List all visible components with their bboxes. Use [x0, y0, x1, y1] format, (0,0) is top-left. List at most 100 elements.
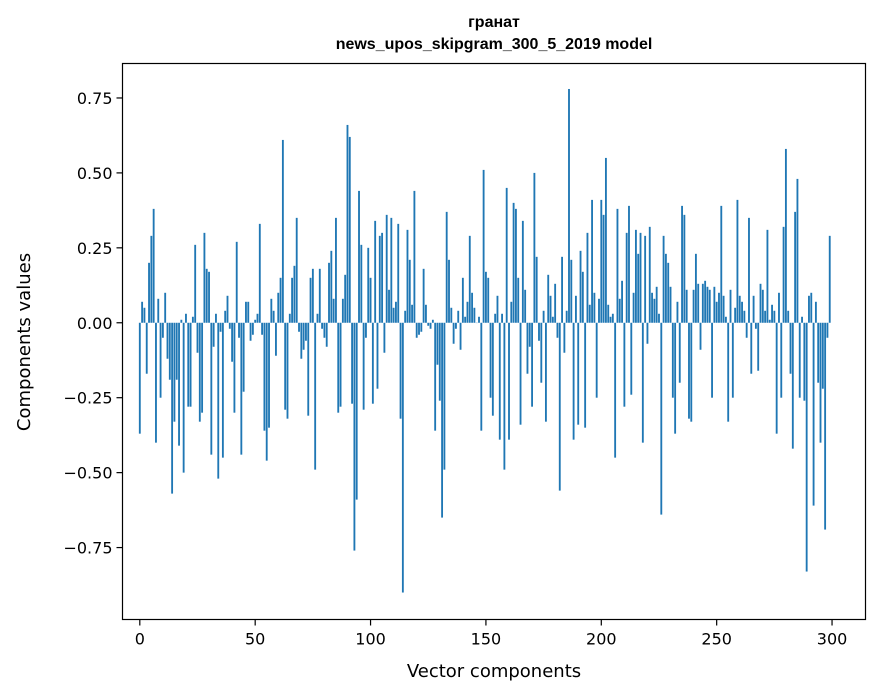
- bar: [623, 322, 626, 407]
- bar: [210, 322, 213, 455]
- bar: [461, 277, 464, 323]
- bar: [768, 319, 771, 323]
- bar: [547, 274, 550, 323]
- bar: [168, 322, 171, 380]
- bar: [311, 268, 314, 323]
- bar: [764, 310, 767, 323]
- bar: [521, 220, 524, 323]
- bar: [646, 322, 649, 344]
- bar: [411, 304, 414, 323]
- bar: [607, 304, 610, 323]
- bar: [395, 301, 397, 323]
- bar: [489, 322, 492, 398]
- bar: [265, 322, 268, 461]
- bar: [392, 307, 395, 323]
- bar: [219, 322, 222, 332]
- bar: [431, 319, 434, 323]
- bar: [593, 292, 596, 323]
- bar: [434, 322, 437, 431]
- bar: [418, 322, 420, 335]
- bar: [494, 313, 497, 323]
- bar: [247, 301, 250, 323]
- bar: [318, 268, 321, 323]
- bar: [185, 313, 187, 323]
- bar: [503, 322, 506, 470]
- bar: [466, 301, 469, 323]
- bar: [637, 253, 640, 323]
- bar: [694, 253, 697, 323]
- bar: [731, 322, 734, 398]
- bar: [595, 322, 598, 398]
- bar: [568, 88, 570, 323]
- bar: [270, 298, 273, 323]
- bar: [784, 148, 787, 323]
- bar: [528, 322, 531, 347]
- bar: [558, 322, 561, 491]
- bar: [307, 322, 310, 416]
- bar: [189, 322, 192, 407]
- bar: [346, 124, 349, 323]
- bar: [572, 322, 575, 440]
- bar: [498, 322, 501, 440]
- bar: [761, 289, 764, 323]
- bar: [228, 322, 231, 329]
- bar: [604, 157, 607, 323]
- bar: [692, 289, 695, 323]
- bar: [231, 322, 234, 362]
- bar: [706, 286, 709, 323]
- bar: [591, 199, 593, 323]
- bar: [556, 322, 559, 338]
- bar: [625, 232, 628, 323]
- bar: [408, 259, 411, 323]
- bar: [678, 322, 681, 383]
- bar: [351, 322, 354, 404]
- bar: [819, 322, 822, 443]
- bar: [787, 310, 790, 323]
- bar: [810, 292, 813, 323]
- bar: [164, 292, 167, 323]
- bar: [724, 316, 727, 323]
- bar: [508, 322, 510, 440]
- bar: [826, 322, 829, 338]
- bar: [616, 208, 619, 323]
- bar: [166, 322, 169, 359]
- bar: [801, 316, 803, 323]
- bar: [323, 322, 326, 338]
- bar: [194, 244, 197, 323]
- bar: [478, 316, 480, 323]
- bar: [178, 322, 180, 446]
- bar: [245, 301, 247, 323]
- bar: [385, 214, 388, 323]
- bar: [798, 322, 801, 398]
- bar: [563, 322, 566, 353]
- bar: [406, 229, 409, 323]
- bar: [198, 322, 201, 422]
- bar: [141, 301, 144, 323]
- bar: [272, 310, 275, 323]
- bar: [697, 283, 700, 323]
- bar: [586, 232, 589, 323]
- bar: [766, 229, 769, 323]
- bar: [487, 277, 490, 323]
- bar: [383, 322, 386, 353]
- bar: [388, 289, 390, 323]
- bar: [794, 211, 797, 323]
- bar: [662, 235, 665, 323]
- bar: [249, 322, 252, 341]
- x-axis-ticks: 0 50 100 150 200 250 300: [135, 619, 847, 649]
- bar: [157, 298, 160, 323]
- bar: [328, 262, 330, 323]
- bar: [683, 214, 686, 323]
- chart-subtitle: news_upos_skipgram_300_5_2019 model: [336, 36, 653, 53]
- bar: [221, 322, 224, 458]
- bar: [632, 292, 635, 323]
- bar: [390, 217, 393, 323]
- bar: [235, 241, 238, 323]
- bar: [757, 322, 760, 371]
- bar: [549, 295, 552, 323]
- bar: [374, 220, 377, 323]
- bar: [544, 322, 547, 422]
- bar: [362, 322, 365, 410]
- bar: [355, 322, 358, 500]
- plot-frame: [121, 62, 867, 621]
